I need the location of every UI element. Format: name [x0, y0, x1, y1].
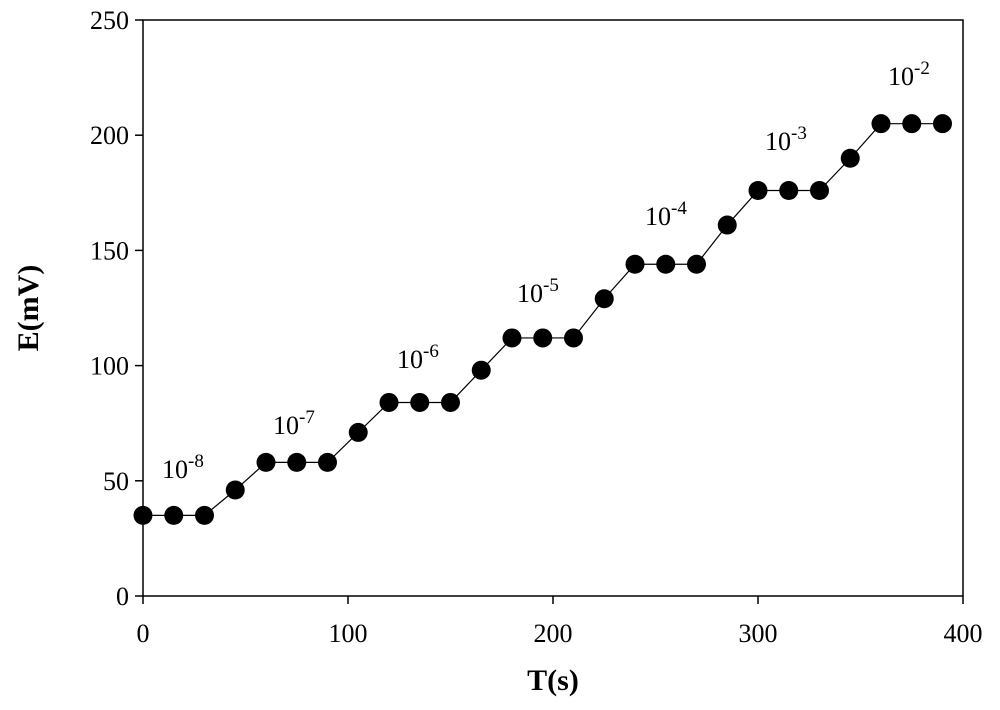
annotation-base: 10: [888, 62, 914, 91]
data-point: [318, 452, 337, 472]
y-tick-label: 200: [90, 121, 129, 150]
data-point: [687, 254, 706, 274]
annotation: 10-3: [765, 123, 807, 156]
annotation: 10-7: [273, 407, 315, 440]
data-point: [564, 328, 583, 348]
annotation-exponent: -3: [791, 123, 807, 144]
annotation-base: 10: [517, 279, 543, 308]
data-point: [902, 114, 922, 134]
x-axis-title: T(s): [527, 664, 579, 697]
data-point: [225, 480, 245, 500]
annotation-base: 10: [162, 455, 188, 484]
data-point: [348, 422, 368, 442]
annotation: 10-5: [517, 275, 559, 308]
data-point: [195, 505, 214, 525]
data-point: [471, 360, 491, 380]
annotation-exponent: -8: [188, 451, 204, 472]
data-point: [410, 392, 430, 412]
annotation-base: 10: [273, 411, 299, 440]
data-point: [379, 392, 399, 412]
annotation-exponent: -5: [543, 275, 559, 296]
data-point: [625, 254, 645, 274]
data-point: [133, 505, 153, 525]
y-axis-title: E(mV): [12, 265, 45, 352]
data-point: [810, 180, 829, 200]
y-tick-label: 250: [90, 6, 129, 35]
x-tick-label: 0: [137, 619, 150, 648]
data-point: [164, 505, 184, 525]
data-point: [533, 328, 553, 348]
data-point: [779, 180, 799, 200]
annotation: 10-4: [645, 198, 687, 231]
annotation-exponent: -6: [423, 341, 439, 362]
data-point: [441, 392, 460, 412]
data-point: [840, 148, 860, 168]
data-point: [256, 452, 276, 472]
annotation-base: 10: [765, 127, 791, 156]
data-point: [287, 452, 307, 472]
data-point: [717, 215, 737, 235]
annotation-base: 10: [397, 345, 423, 374]
x-tick-label: 200: [534, 619, 573, 648]
data-point: [933, 114, 952, 134]
data-point: [656, 254, 676, 274]
annotation-base: 10: [645, 202, 671, 231]
data-point: [594, 289, 614, 309]
y-tick-label: 50: [103, 467, 129, 496]
data-point: [502, 328, 522, 348]
data-point: [871, 114, 891, 134]
annotation: 10-2: [888, 58, 930, 91]
x-tick-label: 300: [739, 619, 778, 648]
y-tick-label: 150: [90, 236, 129, 265]
annotation-exponent: -7: [299, 407, 315, 428]
annotation-exponent: -2: [914, 58, 930, 79]
plot-frame: [142, 19, 964, 597]
y-tick-label: 100: [90, 352, 129, 381]
data-point: [748, 180, 768, 200]
y-tick-label: 0: [116, 582, 129, 611]
annotation-exponent: -4: [671, 198, 687, 219]
annotation: 10-8: [162, 451, 204, 484]
x-tick-label: 400: [944, 619, 983, 648]
annotation: 10-6: [397, 341, 439, 374]
x-tick-label: 100: [329, 619, 368, 648]
